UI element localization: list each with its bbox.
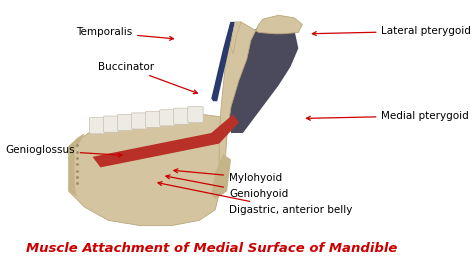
FancyBboxPatch shape: [173, 108, 189, 124]
FancyBboxPatch shape: [188, 107, 203, 123]
FancyBboxPatch shape: [146, 111, 161, 127]
Polygon shape: [227, 19, 298, 133]
Text: Geniohyoid: Geniohyoid: [166, 175, 288, 199]
Polygon shape: [219, 15, 302, 194]
Text: Buccinator: Buccinator: [98, 62, 198, 94]
Text: Muscle Attachment of Medial Surface of Mandible: Muscle Attachment of Medial Surface of M…: [26, 242, 397, 255]
Text: Temporalis: Temporalis: [76, 27, 173, 40]
Polygon shape: [211, 22, 235, 101]
FancyBboxPatch shape: [160, 110, 175, 126]
Text: Mylohyoid: Mylohyoid: [174, 169, 282, 183]
FancyBboxPatch shape: [103, 116, 119, 132]
Polygon shape: [230, 22, 241, 54]
Polygon shape: [92, 114, 239, 167]
Polygon shape: [69, 114, 227, 226]
Text: Digastric, anterior belly: Digastric, anterior belly: [158, 182, 353, 215]
Text: Genioglossus: Genioglossus: [5, 145, 122, 157]
FancyBboxPatch shape: [131, 113, 147, 129]
FancyBboxPatch shape: [90, 118, 105, 134]
Polygon shape: [211, 154, 231, 199]
FancyBboxPatch shape: [118, 114, 133, 131]
Polygon shape: [69, 133, 85, 197]
Text: Lateral pterygoid: Lateral pterygoid: [312, 26, 471, 36]
Text: Medial pterygoid: Medial pterygoid: [307, 111, 469, 121]
